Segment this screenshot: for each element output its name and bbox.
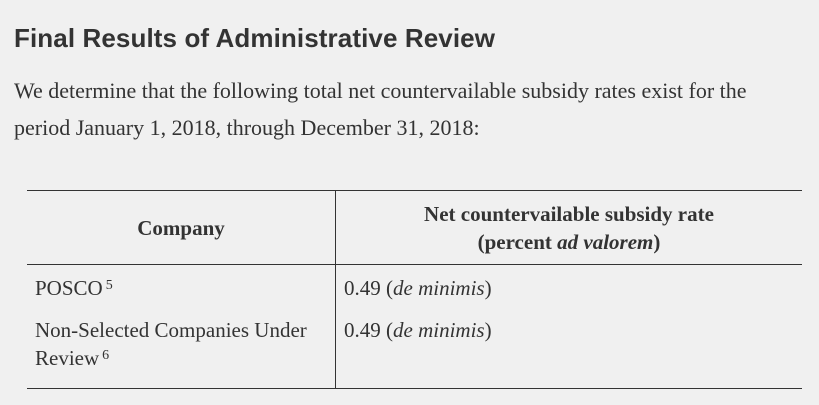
table-body: POSCO 5 0.49 (de minimis) Non-Selected Co… [27,264,802,389]
rate-note: de minimis [393,276,485,300]
page-heading: Final Results of Administrative Review [14,23,496,53]
column-header-rate-line1: Net countervailable subsidy rate [424,201,714,226]
table-row: Non-Selected Companies Under Review 6 0.4… [27,306,802,389]
rate-value: 0.49 [344,276,381,300]
table-header-row: Company Net countervailable subsidy rate… [27,190,802,265]
column-header-rate-line2-post: ) [653,229,661,254]
footnote-reference[interactable]: 5 [105,278,113,293]
column-header-rate: Net countervailable subsidy rate (percen… [335,190,802,265]
subsidy-rates-table: Company Net countervailable subsidy rate… [27,190,802,389]
rate-note: de minimis [393,318,485,342]
intro-paragraph: We determine that the following total ne… [14,78,747,140]
company-cell: POSCO 5 [27,264,336,306]
column-header-company: Company [27,190,336,265]
table-header: Company Net countervailable subsidy rate… [27,190,802,265]
company-name: POSCO [35,276,103,300]
company-cell: Non-Selected Companies Under Review 6 [27,306,336,389]
column-header-rate-line2-em: ad valorem [557,229,654,254]
company-name: Non-Selected Companies Under Review [35,318,307,370]
rate-value: 0.49 [344,318,381,342]
footnote-reference[interactable]: 6 [102,348,110,363]
rate-cell: 0.49 (de minimis) [344,276,492,300]
rate-cell: 0.49 (de minimis) [335,306,802,389]
column-header-rate-line2-pre: (percent [477,229,558,254]
table-row: POSCO 5 0.49 (de minimis) [27,264,802,306]
